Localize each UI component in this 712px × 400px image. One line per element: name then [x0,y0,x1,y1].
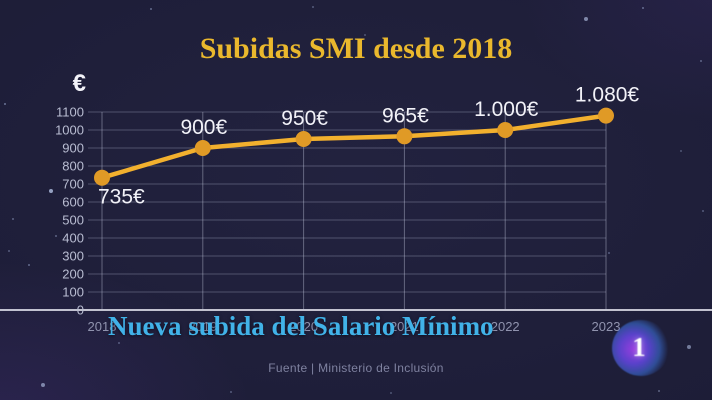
y-tick-label: 0 [77,303,84,318]
data-point-label: 1.000€ [474,98,539,121]
x-year-label: 2023 [592,319,621,334]
news-headline: Nueva subida del Salario Mínimo [108,311,494,341]
data-point-label: 950€ [281,107,328,130]
data-point-label: 735€ [98,186,145,209]
data-point [194,140,211,156]
data-point [497,122,514,138]
y-axis-unit-label: € [72,70,86,97]
y-tick-label: 400 [62,231,84,246]
x-year-label: 2021 [390,319,419,334]
y-tick-label: 800 [62,159,84,174]
la1-channel-logo: 1 [612,320,670,376]
y-tick-label: 500 [62,213,84,228]
x-year-label: 2019 [188,319,217,334]
data-point [295,131,312,147]
chart-title: Subidas SMI desde 2018 [199,32,513,65]
data-point-label: 965€ [382,104,429,127]
source-attribution: Fuente | Ministerio de Inclusión [268,361,444,375]
data-point-label: 900€ [180,116,227,139]
y-tick-label: 1000 [55,123,84,138]
y-tick-label: 700 [62,177,84,192]
y-tick-label: 100 [62,285,84,300]
data-point [396,128,413,145]
y-tick-label: 900 [62,141,84,156]
x-year-label: 2022 [491,319,520,334]
data-point-label: 1.080€ [575,84,640,107]
y-tick-label: 1100 [56,105,84,120]
channel-logo-text: 1 [632,331,646,362]
data-point [94,169,110,186]
x-year-label: 2018 [88,319,117,334]
x-year-label: 2020 [289,319,318,334]
y-tick-label: 300 [62,249,84,264]
smi-trend-line [99,113,609,180]
y-tick-label: 200 [62,267,84,282]
data-point [598,107,614,124]
y-tick-label: 600 [62,195,84,210]
